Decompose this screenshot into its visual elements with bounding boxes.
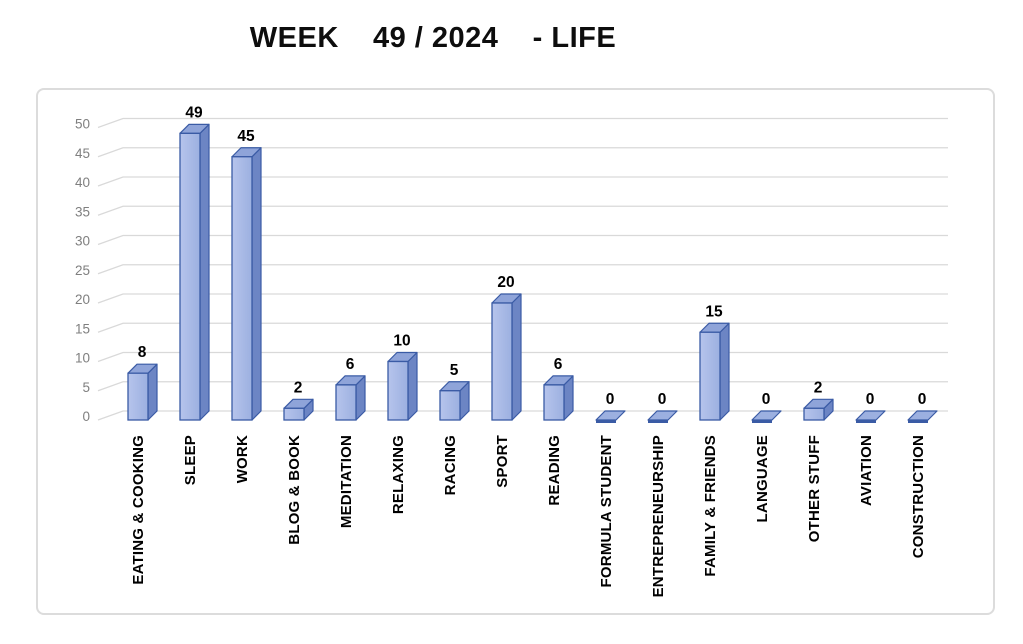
category-label: ENTREPRENEURSHIP [650, 435, 667, 597]
bar-front-face [543, 384, 565, 421]
gridline [97, 147, 948, 158]
bar-value-label: 2 [294, 379, 303, 396]
bar-zero-top [647, 410, 678, 421]
bar-front-face [127, 372, 149, 421]
bar [127, 363, 158, 421]
chart-area: 0 5 10 15 20 25 30 35 40 45 50 8 EATING & COOKING 49 S… [36, 88, 995, 615]
bar-value-label: 8 [138, 344, 147, 361]
category-label: WORK [234, 435, 251, 483]
gridline [97, 322, 948, 333]
gridline [97, 205, 948, 216]
y-tick-label: 35 [75, 204, 90, 219]
bar [751, 410, 782, 423]
gridline [97, 381, 948, 392]
bar [179, 123, 210, 421]
bar-value-label: 0 [606, 391, 615, 408]
bar [491, 293, 522, 421]
category-label: EATING & COOKING [130, 435, 147, 585]
bar-front-face [699, 331, 721, 421]
bar-value-label: 10 [393, 333, 410, 350]
y-tick-label: 0 [82, 409, 90, 424]
bar-side-face [511, 293, 522, 421]
bar-zero-front-edge [596, 420, 616, 423]
bar-zero-front-edge [908, 420, 928, 423]
y-tick-label: 5 [82, 380, 90, 395]
y-tick-label: 45 [75, 146, 90, 161]
bar [439, 381, 470, 421]
y-tick-label: 10 [75, 351, 90, 366]
bar [699, 322, 730, 421]
category-label: READING [546, 435, 563, 506]
bar-front-face [335, 384, 357, 421]
bar-side-face [251, 147, 262, 421]
bar-front-face [491, 302, 513, 421]
bar-zero-top [855, 410, 886, 421]
bar [543, 375, 574, 421]
category-label: MEDITATION [338, 435, 355, 528]
y-tick-label: 30 [75, 234, 90, 249]
bar-zero-top [751, 410, 782, 421]
category-label: FORMULA STUDENT [598, 435, 615, 587]
bar-zero-front-edge [648, 420, 668, 423]
y-tick-label: 20 [75, 292, 90, 307]
bar [335, 375, 366, 421]
bar-side-face [199, 123, 210, 421]
category-label: FAMILY & FRIENDS [702, 435, 719, 577]
bar-front-face [439, 390, 461, 421]
bar-value-label: 6 [346, 356, 355, 373]
bar [231, 147, 262, 421]
gridline [97, 264, 948, 275]
category-label: AVIATION [858, 435, 875, 506]
gridline [97, 293, 948, 304]
bar-front-face [803, 407, 825, 421]
bar-side-face [407, 351, 418, 421]
bar-value-label: 20 [497, 274, 514, 291]
bar-front-face [231, 156, 253, 421]
bar-front-face [283, 407, 305, 421]
bar-value-label: 0 [762, 391, 771, 408]
category-label: BLOG & BOOK [286, 435, 303, 545]
gridline [97, 176, 948, 187]
y-tick-label: 25 [75, 263, 90, 278]
bar-front-face [179, 132, 201, 421]
bar-value-label: 0 [866, 391, 875, 408]
category-label: RELAXING [390, 435, 407, 514]
bar-side-face [719, 322, 730, 421]
gridline [97, 234, 948, 246]
bar-value-label: 5 [450, 362, 459, 379]
category-label: LANGUAGE [754, 435, 771, 522]
bar-value-label: 6 [554, 356, 563, 373]
bar-value-label: 2 [814, 379, 823, 396]
bar [803, 398, 834, 421]
bar [855, 410, 886, 423]
bar-zero-front-edge [856, 420, 876, 423]
page-title: WEEK 49 / 2024 - LIFE [249, 22, 617, 54]
bar-value-label: 15 [705, 303, 723, 320]
bar-value-label: 45 [237, 128, 255, 145]
bar-zero-front-edge [752, 420, 772, 423]
y-tick-label: 15 [75, 321, 90, 336]
bar [907, 410, 938, 423]
category-label: SLEEP [182, 435, 199, 485]
bar [595, 410, 626, 423]
bar [387, 351, 418, 421]
category-label: OTHER STUFF [806, 435, 823, 542]
gridline [97, 351, 948, 363]
bar-value-label: 0 [658, 391, 667, 408]
bar-zero-top [907, 410, 938, 421]
y-tick-label: 40 [75, 175, 90, 190]
category-label: SPORT [494, 435, 511, 488]
category-label: RACING [442, 435, 459, 495]
bar [647, 410, 678, 423]
gridline [97, 117, 948, 129]
bar-front-face [387, 360, 409, 421]
bar [283, 398, 314, 421]
category-label: CONSTRUCTION [910, 435, 927, 558]
bar-zero-top [595, 410, 626, 421]
bar-value-label: 49 [185, 104, 203, 121]
y-tick-label: 50 [75, 117, 90, 132]
bar-value-label: 0 [918, 391, 927, 408]
